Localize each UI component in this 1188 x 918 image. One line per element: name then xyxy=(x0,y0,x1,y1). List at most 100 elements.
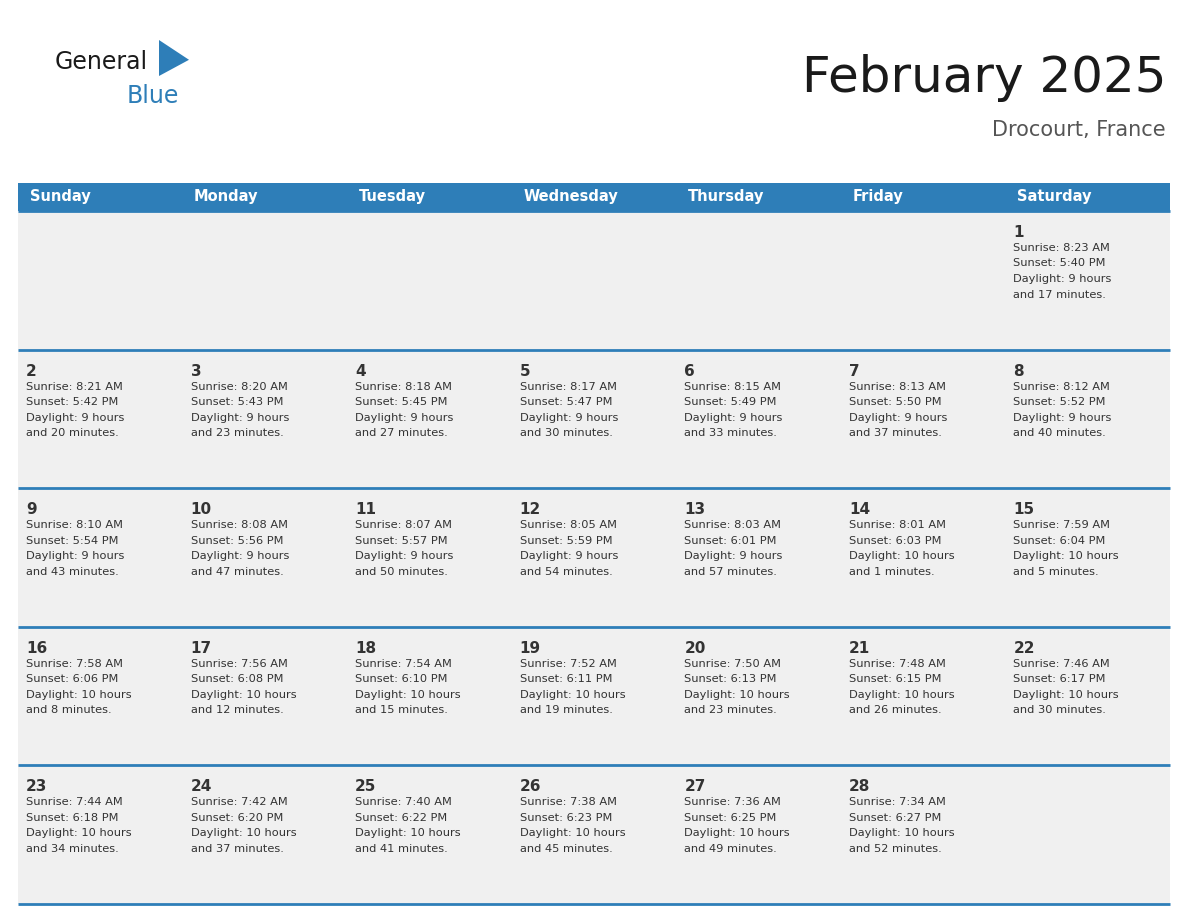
Text: Sunset: 6:04 PM: Sunset: 6:04 PM xyxy=(1013,536,1106,545)
Bar xyxy=(841,627,1005,766)
Bar xyxy=(841,766,1005,904)
Bar xyxy=(18,350,183,488)
Bar xyxy=(347,350,512,488)
Text: 24: 24 xyxy=(190,779,211,794)
Text: Daylight: 9 hours: Daylight: 9 hours xyxy=(1013,412,1112,422)
Text: 9: 9 xyxy=(26,502,37,517)
Text: Daylight: 10 hours: Daylight: 10 hours xyxy=(519,689,625,700)
Text: 15: 15 xyxy=(1013,502,1035,517)
Text: Daylight: 9 hours: Daylight: 9 hours xyxy=(26,551,125,561)
Text: Sunset: 5:52 PM: Sunset: 5:52 PM xyxy=(1013,397,1106,407)
Text: 22: 22 xyxy=(1013,641,1035,655)
Text: Sunset: 6:18 PM: Sunset: 6:18 PM xyxy=(26,813,119,823)
Text: Daylight: 10 hours: Daylight: 10 hours xyxy=(684,689,790,700)
Text: Daylight: 10 hours: Daylight: 10 hours xyxy=(190,828,296,838)
Text: and 43 minutes.: and 43 minutes. xyxy=(26,566,119,577)
Text: 7: 7 xyxy=(849,364,859,378)
Text: Daylight: 9 hours: Daylight: 9 hours xyxy=(355,412,454,422)
Text: Daylight: 9 hours: Daylight: 9 hours xyxy=(355,551,454,561)
Bar xyxy=(183,350,347,488)
Text: Sunrise: 8:08 AM: Sunrise: 8:08 AM xyxy=(190,521,287,531)
Text: Wednesday: Wednesday xyxy=(523,189,618,205)
Text: Sunrise: 8:18 AM: Sunrise: 8:18 AM xyxy=(355,382,453,392)
Bar xyxy=(347,211,512,350)
Text: Sunset: 5:40 PM: Sunset: 5:40 PM xyxy=(1013,259,1106,268)
Bar xyxy=(676,627,841,766)
Text: and 47 minutes.: and 47 minutes. xyxy=(190,566,283,577)
Bar xyxy=(512,627,676,766)
Text: and 57 minutes.: and 57 minutes. xyxy=(684,566,777,577)
Text: and 41 minutes.: and 41 minutes. xyxy=(355,844,448,854)
Text: Sunrise: 7:46 AM: Sunrise: 7:46 AM xyxy=(1013,659,1110,669)
Text: Daylight: 10 hours: Daylight: 10 hours xyxy=(849,828,954,838)
Text: Daylight: 9 hours: Daylight: 9 hours xyxy=(684,412,783,422)
Text: 18: 18 xyxy=(355,641,377,655)
Text: Friday: Friday xyxy=(852,189,903,205)
Text: Sunrise: 7:59 AM: Sunrise: 7:59 AM xyxy=(1013,521,1111,531)
Text: Daylight: 10 hours: Daylight: 10 hours xyxy=(355,828,461,838)
Text: Daylight: 9 hours: Daylight: 9 hours xyxy=(519,551,618,561)
Text: Sunset: 6:27 PM: Sunset: 6:27 PM xyxy=(849,813,941,823)
Text: Sunset: 6:23 PM: Sunset: 6:23 PM xyxy=(519,813,612,823)
Bar xyxy=(1005,627,1170,766)
Bar xyxy=(18,627,183,766)
Text: and 54 minutes.: and 54 minutes. xyxy=(519,566,613,577)
Text: and 5 minutes.: and 5 minutes. xyxy=(1013,566,1099,577)
Bar xyxy=(1005,183,1170,211)
Text: Sunrise: 8:23 AM: Sunrise: 8:23 AM xyxy=(1013,243,1111,253)
Text: Daylight: 10 hours: Daylight: 10 hours xyxy=(355,689,461,700)
Bar xyxy=(18,183,183,211)
Text: Sunrise: 7:48 AM: Sunrise: 7:48 AM xyxy=(849,659,946,669)
Text: Sunset: 5:49 PM: Sunset: 5:49 PM xyxy=(684,397,777,407)
Bar xyxy=(512,766,676,904)
Text: and 8 minutes.: and 8 minutes. xyxy=(26,705,112,715)
Polygon shape xyxy=(159,40,189,76)
Text: Sunrise: 7:42 AM: Sunrise: 7:42 AM xyxy=(190,798,287,808)
Bar xyxy=(183,488,347,627)
Text: Sunrise: 8:13 AM: Sunrise: 8:13 AM xyxy=(849,382,946,392)
Bar xyxy=(676,766,841,904)
Text: and 19 minutes.: and 19 minutes. xyxy=(519,705,613,715)
Text: Sunset: 6:06 PM: Sunset: 6:06 PM xyxy=(26,675,119,684)
Text: and 37 minutes.: and 37 minutes. xyxy=(190,844,284,854)
Text: Sunrise: 7:52 AM: Sunrise: 7:52 AM xyxy=(519,659,617,669)
Bar xyxy=(676,183,841,211)
Text: Sunset: 5:45 PM: Sunset: 5:45 PM xyxy=(355,397,448,407)
Text: 4: 4 xyxy=(355,364,366,378)
Text: Daylight: 10 hours: Daylight: 10 hours xyxy=(1013,689,1119,700)
Text: Sunrise: 8:05 AM: Sunrise: 8:05 AM xyxy=(519,521,617,531)
Text: and 23 minutes.: and 23 minutes. xyxy=(190,428,283,438)
Text: Sunrise: 7:40 AM: Sunrise: 7:40 AM xyxy=(355,798,451,808)
Text: Daylight: 10 hours: Daylight: 10 hours xyxy=(849,689,954,700)
Text: and 40 minutes.: and 40 minutes. xyxy=(1013,428,1106,438)
Text: and 15 minutes.: and 15 minutes. xyxy=(355,705,448,715)
Text: and 49 minutes.: and 49 minutes. xyxy=(684,844,777,854)
Text: Daylight: 9 hours: Daylight: 9 hours xyxy=(190,551,289,561)
Bar xyxy=(183,627,347,766)
Text: Sunset: 5:47 PM: Sunset: 5:47 PM xyxy=(519,397,612,407)
Text: Sunrise: 8:12 AM: Sunrise: 8:12 AM xyxy=(1013,382,1111,392)
Text: and 12 minutes.: and 12 minutes. xyxy=(190,705,283,715)
Text: Sunrise: 7:58 AM: Sunrise: 7:58 AM xyxy=(26,659,124,669)
Bar xyxy=(347,488,512,627)
Text: Daylight: 10 hours: Daylight: 10 hours xyxy=(190,689,296,700)
Bar xyxy=(676,211,841,350)
Text: Sunrise: 8:20 AM: Sunrise: 8:20 AM xyxy=(190,382,287,392)
Text: 1: 1 xyxy=(1013,225,1024,240)
Bar xyxy=(18,488,183,627)
Bar xyxy=(1005,766,1170,904)
Bar xyxy=(512,488,676,627)
Text: 12: 12 xyxy=(519,502,541,517)
Bar xyxy=(1005,350,1170,488)
Text: Sunset: 6:15 PM: Sunset: 6:15 PM xyxy=(849,675,941,684)
Text: 14: 14 xyxy=(849,502,870,517)
Bar xyxy=(512,350,676,488)
Bar xyxy=(841,211,1005,350)
Text: Daylight: 10 hours: Daylight: 10 hours xyxy=(519,828,625,838)
Text: and 37 minutes.: and 37 minutes. xyxy=(849,428,942,438)
Text: Thursday: Thursday xyxy=(688,189,764,205)
Text: Daylight: 9 hours: Daylight: 9 hours xyxy=(190,412,289,422)
Text: Drocourt, France: Drocourt, France xyxy=(992,120,1165,140)
Text: 5: 5 xyxy=(519,364,530,378)
Text: Daylight: 10 hours: Daylight: 10 hours xyxy=(26,689,132,700)
